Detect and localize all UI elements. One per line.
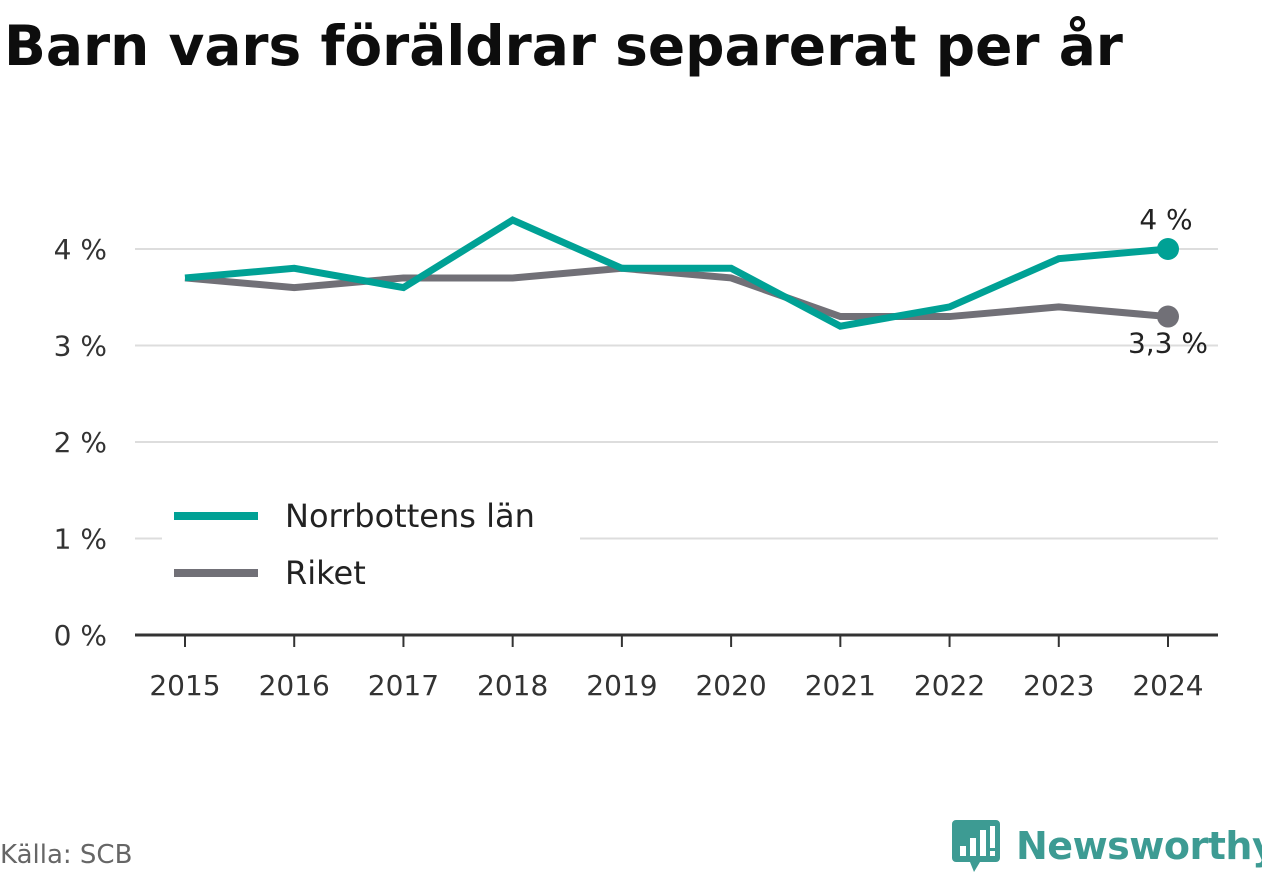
series-line [184,264,1169,321]
series-end-point [1157,238,1179,260]
series-end-point [1157,305,1179,328]
brand-name: Newsworthy [1016,824,1262,868]
y-tick-label: 1 % [54,523,107,556]
series-line [184,216,1169,330]
y-tick-label: 2 % [54,426,107,459]
bar-chart-speech-bubble-icon [952,820,1000,872]
series-end-label: 4 % [1139,203,1192,236]
legend-label: Riket [285,554,366,592]
x-tick-label: 2015 [149,669,220,702]
x-tick-label: 2019 [586,669,657,702]
legend: Norrbottens län Riket [162,490,580,602]
y-tick-label: 4 % [54,233,107,266]
source-note: Källa: SCB [0,840,133,870]
series-end-label: 3,3 % [1128,327,1208,360]
x-tick-label: 2024 [1132,669,1203,702]
x-tick-label: 2018 [477,669,548,702]
legend-label: Norrbottens län [285,497,535,535]
x-tick-label: 2020 [695,669,766,702]
brand-logo: Newsworthy [950,818,1262,874]
x-tick-label: 2016 [259,669,330,702]
x-tick-label: 2017 [368,669,439,702]
y-tick-label: 3 % [54,330,107,363]
chart-title: Barn vars föräldrar separerat per år [4,14,1123,78]
y-tick-label: 0 % [54,619,107,652]
x-tick-label: 2021 [805,669,876,702]
x-tick-label: 2023 [1023,669,1094,702]
x-tick-label: 2022 [914,669,985,702]
